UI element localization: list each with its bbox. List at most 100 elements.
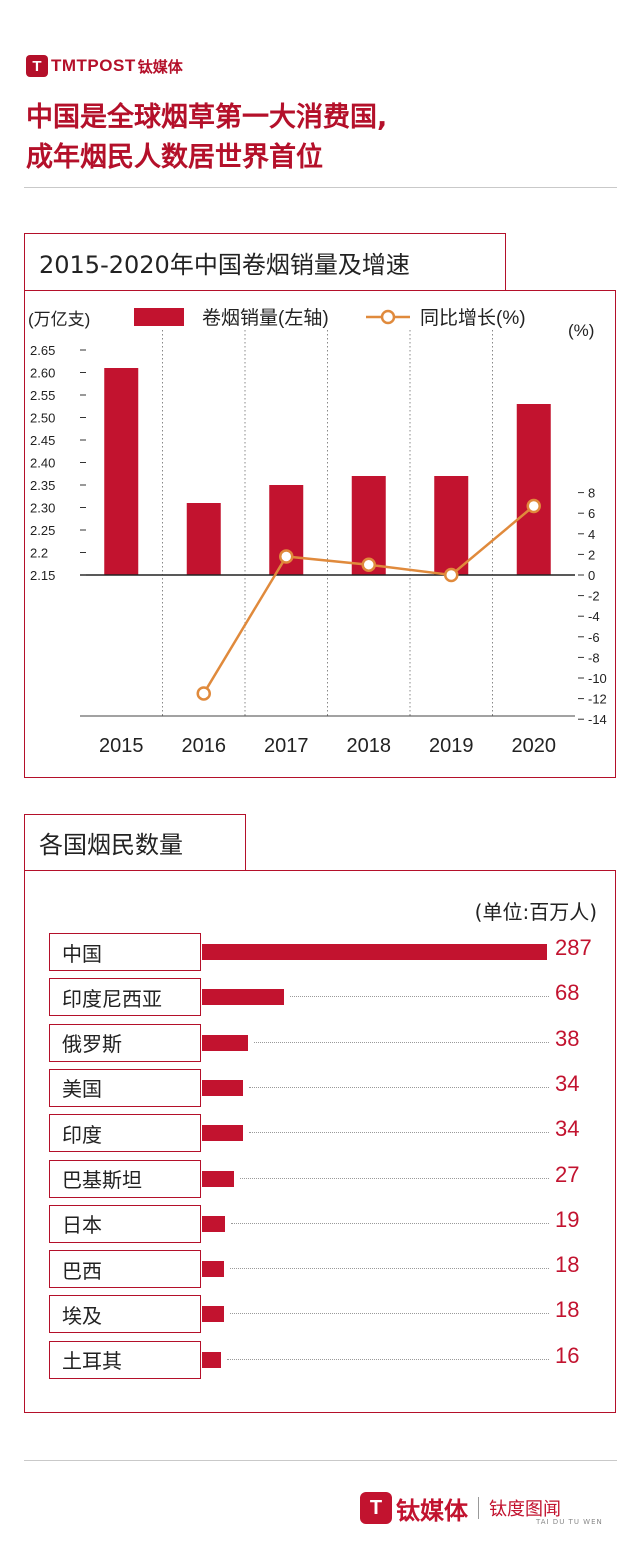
country-label: 美国 bbox=[49, 1068, 201, 1107]
smokers-bar bbox=[202, 1125, 243, 1142]
smokers-row: 土耳其 16 bbox=[49, 1340, 609, 1379]
smokers-bar bbox=[202, 1170, 235, 1187]
growth-point bbox=[444, 567, 459, 583]
x-tick-label: 2015 bbox=[99, 735, 144, 757]
footer-brand: T 钛媒体 钛度图闻 TAI DU TU WEN bbox=[360, 1488, 602, 1528]
smokers-bar bbox=[202, 1261, 224, 1278]
brand-mark-icon: T bbox=[26, 55, 48, 77]
smokers-row: 巴基斯坦 27 bbox=[49, 1159, 609, 1198]
left-axis-unit: (万亿支) bbox=[28, 310, 90, 329]
right-tick-label: 0 bbox=[588, 568, 595, 583]
sales-chart: 2.65 2.60 2.55 2.50 2.45 2.40 2.35 2.30 2.25 2.2 2… bbox=[28, 307, 607, 757]
left-tick-label: 2.60 bbox=[30, 366, 55, 381]
growth-point bbox=[279, 549, 294, 564]
smokers-value-label: 18 bbox=[555, 1297, 580, 1323]
sales-bar bbox=[104, 368, 139, 575]
leader-dots bbox=[229, 1268, 549, 1270]
leader-dots bbox=[229, 1313, 549, 1315]
smokers-bar bbox=[202, 1306, 224, 1323]
chart-legend: 卷烟销量(左轴) 同比增长(%) bbox=[134, 307, 526, 329]
sales-bar bbox=[434, 476, 469, 575]
left-tick-label: 2.15 bbox=[30, 568, 55, 583]
smokers-value-label: 18 bbox=[555, 1252, 580, 1278]
x-tick-label: 2020 bbox=[512, 735, 557, 757]
smokers-row: 美国 34 bbox=[49, 1068, 609, 1107]
right-tick-label: -6 bbox=[588, 630, 600, 645]
left-tick-label: 2.2 bbox=[30, 546, 48, 561]
country-label: 俄罗斯 bbox=[49, 1023, 201, 1062]
leader-dots bbox=[248, 1086, 549, 1088]
x-tick-label: 2017 bbox=[264, 735, 309, 757]
smokers-row: 印度 34 bbox=[49, 1114, 609, 1153]
legend-line-marker bbox=[380, 309, 396, 325]
smokers-chart-title: 各国烟民数量 bbox=[24, 814, 246, 871]
left-tick-label: 2.40 bbox=[30, 456, 55, 471]
footer-brand-name: 钛媒体 bbox=[396, 1496, 468, 1525]
legend-line-label: 同比增长(%) bbox=[420, 307, 526, 329]
sales-chart-title: 2015-2020年中国卷烟销量及增速 bbox=[24, 233, 506, 291]
right-tick-label: -12 bbox=[588, 692, 607, 707]
brand-name: TMTPOST bbox=[51, 56, 136, 75]
country-label: 巴西 bbox=[49, 1250, 201, 1289]
smokers-row: 埃及 18 bbox=[49, 1295, 609, 1334]
smokers-value-label: 287 bbox=[555, 935, 592, 960]
footer-partner-name: 钛度图闻 bbox=[489, 1499, 561, 1520]
x-tick-label: 2018 bbox=[347, 735, 392, 757]
page-title: 中国是全球烟草第一大消费国, 成年烟民人数居世界首位 bbox=[26, 98, 616, 178]
sales-bar bbox=[186, 503, 221, 575]
sales-bar bbox=[516, 404, 551, 575]
left-tick-label: 2.25 bbox=[30, 523, 55, 538]
growth-point bbox=[196, 686, 211, 701]
smokers-bar bbox=[202, 1079, 243, 1096]
leader-dots bbox=[240, 1177, 549, 1179]
right-tick-label: -2 bbox=[588, 589, 600, 604]
right-tick-label: -4 bbox=[588, 609, 600, 624]
smokers-chart-panel bbox=[24, 870, 616, 1413]
country-label: 印度尼西亚 bbox=[49, 978, 201, 1017]
divider-bottom bbox=[24, 1460, 617, 1461]
left-tick-label: 2.55 bbox=[30, 388, 55, 403]
smokers-row: 俄罗斯 38 bbox=[49, 1023, 609, 1062]
left-tick-label: 2.30 bbox=[30, 501, 55, 516]
right-tick-label: -8 bbox=[588, 650, 600, 665]
x-tick-label: 2019 bbox=[429, 735, 474, 757]
smokers-value-label: 68 bbox=[555, 980, 580, 1006]
right-tick-label: 6 bbox=[588, 506, 595, 521]
smokers-value-label: 38 bbox=[555, 1025, 580, 1051]
country-label: 埃及 bbox=[49, 1295, 201, 1334]
right-axis-unit: (%) bbox=[568, 321, 594, 340]
title-line-1: 中国是全球烟草第一大消费国, bbox=[26, 102, 388, 133]
smokers-value-label: 27 bbox=[555, 1161, 580, 1187]
leader-dots bbox=[253, 1041, 549, 1043]
smokers-value-label: 34 bbox=[555, 1116, 580, 1142]
smokers-bar bbox=[202, 989, 284, 1006]
brand-name-cn: 钛媒体 bbox=[137, 57, 183, 76]
smokers-row: 印度尼西亚 68 bbox=[49, 978, 609, 1017]
leader-dots bbox=[227, 1358, 549, 1360]
smokers-value-label: 16 bbox=[555, 1342, 580, 1368]
country-label: 印度 bbox=[49, 1114, 201, 1153]
footer-separator bbox=[478, 1497, 479, 1519]
legend-bar-swatch bbox=[134, 308, 184, 326]
smokers-value-label: 19 bbox=[555, 1206, 580, 1232]
country-label: 土耳其 bbox=[49, 1340, 201, 1379]
smokers-row: 日本 19 bbox=[49, 1204, 609, 1243]
country-label: 巴基斯坦 bbox=[49, 1159, 201, 1198]
leader-dots bbox=[248, 1132, 549, 1134]
smokers-bar bbox=[202, 1215, 225, 1232]
growth-point bbox=[526, 498, 541, 514]
smokers-row: 巴西 18 bbox=[49, 1250, 609, 1289]
country-label: 中国 bbox=[49, 933, 201, 971]
smokers-value-label: 34 bbox=[555, 1070, 580, 1096]
leader-dots bbox=[230, 1222, 549, 1224]
right-tick-label: 2 bbox=[588, 547, 595, 562]
footer-logo-icon: T bbox=[360, 1492, 392, 1524]
left-tick-label: 2.45 bbox=[30, 433, 55, 448]
left-tick-label: 2.50 bbox=[30, 411, 55, 426]
smokers-bar bbox=[202, 944, 547, 960]
left-tick-label: 2.35 bbox=[30, 478, 55, 493]
growth-point bbox=[361, 557, 376, 572]
right-tick-label: -10 bbox=[588, 671, 607, 686]
smokers-unit-label: (单位:百万人) bbox=[474, 900, 597, 924]
x-tick-label: 2016 bbox=[182, 735, 227, 757]
